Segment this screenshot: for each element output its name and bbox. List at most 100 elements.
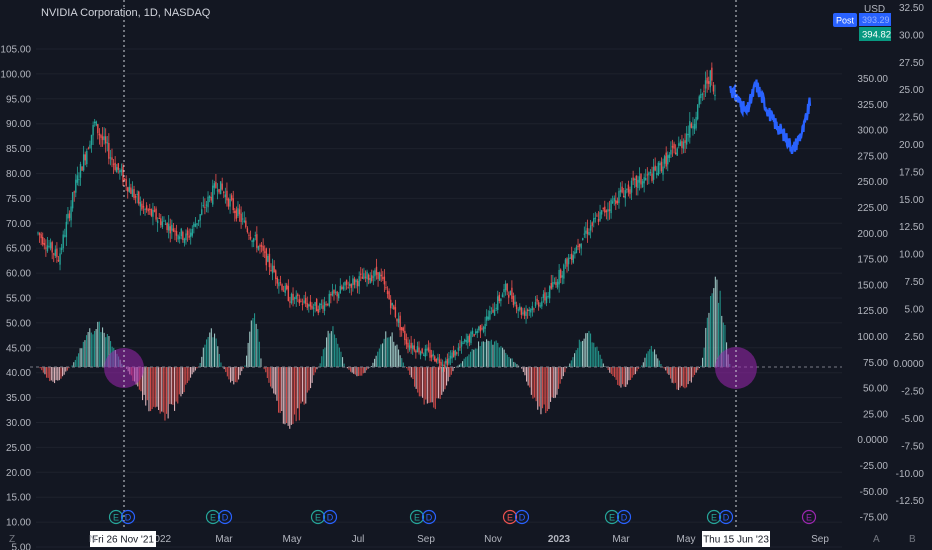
earnings-icon[interactable] — [604, 509, 620, 525]
candle-body — [690, 123, 693, 128]
candle-body — [437, 357, 439, 361]
candle-body — [561, 275, 563, 278]
candle-body — [594, 217, 597, 219]
histogram-bar — [327, 330, 329, 367]
corner-button-b[interactable]: B — [909, 534, 916, 545]
dividend-icon[interactable] — [718, 509, 734, 525]
candle-body — [641, 181, 644, 188]
candle-body — [501, 294, 504, 298]
time-axis[interactable]: 2022 Mar May Jul Sep Nov 2023 Mar May Sep — [149, 534, 829, 545]
histogram-bar — [90, 332, 92, 367]
histogram-bar — [239, 367, 241, 376]
event-marker[interactable]: E — [801, 509, 817, 525]
dividend-icon[interactable] — [120, 509, 136, 525]
histogram-bar — [414, 367, 416, 387]
candle-body — [62, 234, 64, 249]
candle-body — [194, 223, 197, 227]
histogram-bar — [537, 367, 539, 410]
histogram-bar — [250, 320, 252, 367]
earnings-icon[interactable] — [108, 509, 124, 525]
right-oscillator-axis[interactable]: 32.50 30.00 27.50 25.00 22.50 20.00 17.50 15.00… — [893, 3, 924, 507]
candle-body — [421, 348, 423, 353]
candle-body — [188, 235, 190, 238]
histogram-bar — [670, 367, 672, 379]
histogram-bar — [570, 360, 572, 367]
histogram-bar — [502, 347, 504, 367]
earnings-icon[interactable] — [310, 509, 326, 525]
earnings-label: E — [507, 513, 513, 523]
candle-body — [100, 135, 102, 138]
right-price-tick: 175.00 — [857, 255, 888, 266]
histogram-bar — [218, 353, 220, 367]
histogram-bar — [242, 367, 244, 369]
right-price-axis[interactable]: 350.00 325.00 300.00 275.00 250.00 225.00 200.… — [857, 74, 888, 524]
histogram-bar — [620, 367, 622, 388]
candle-body — [537, 302, 540, 307]
candle-body — [586, 228, 589, 235]
histogram-bar — [263, 367, 265, 370]
histogram-bar — [716, 279, 718, 367]
dividend-icon[interactable] — [616, 509, 632, 525]
histogram-bar — [556, 367, 558, 395]
corner-button-z[interactable]: Z — [9, 534, 15, 545]
histogram-bar — [684, 367, 686, 389]
dividend-icon[interactable] — [217, 509, 233, 525]
earnings-icon[interactable] — [205, 509, 221, 525]
candle-body — [199, 214, 201, 221]
histogram-bar — [418, 367, 420, 397]
candle-body — [75, 179, 77, 193]
histogram-bar — [543, 367, 545, 405]
candle-body — [275, 270, 277, 280]
candle-body — [533, 308, 535, 310]
histogram-bar — [321, 356, 323, 367]
left-axis-tick: 60.00 — [6, 269, 31, 280]
histogram-bar — [562, 367, 564, 377]
corner-button-a[interactable]: A — [873, 534, 880, 545]
earnings-icon[interactable] — [801, 509, 817, 525]
candle-body — [103, 136, 105, 141]
histogram-bar — [586, 333, 588, 367]
histogram-bar — [326, 337, 328, 367]
earnings-icon[interactable] — [706, 509, 722, 525]
histogram-bar — [47, 367, 49, 378]
left-price-axis[interactable]: 105.00 100.00 95.00 90.00 85.00 80.00 75.00 70.… — [0, 45, 31, 550]
dividend-icon[interactable] — [514, 509, 530, 525]
candle-body — [459, 346, 461, 348]
candle-body — [619, 189, 622, 193]
dividend-icon[interactable] — [421, 509, 437, 525]
dividend-icon[interactable] — [322, 509, 338, 525]
candle-body — [399, 315, 401, 331]
histogram-bar — [57, 367, 59, 381]
histogram-bar — [278, 367, 280, 413]
candle-body — [122, 166, 124, 182]
left-axis-tick: 20.00 — [6, 468, 31, 479]
candle-body — [522, 312, 524, 314]
histogram-bar — [511, 358, 513, 367]
histogram-bar — [666, 367, 668, 374]
candle-body — [120, 169, 123, 172]
right-osc-tick: 22.50 — [899, 113, 924, 124]
histogram-bar — [561, 367, 563, 380]
symbol-title[interactable]: NVIDIA Corporation, 1D, NASDAQ — [41, 7, 211, 19]
candle-body — [240, 213, 242, 222]
candle-body — [487, 316, 489, 320]
earnings-icon[interactable] — [502, 509, 518, 525]
post-badge[interactable] — [833, 13, 857, 27]
histogram-bar — [310, 367, 312, 389]
candle-body — [93, 121, 96, 124]
candle-body — [454, 349, 456, 356]
earnings-icon[interactable] — [409, 509, 425, 525]
histogram-bar — [718, 302, 720, 367]
histogram-bar — [393, 341, 395, 367]
histogram-bar — [430, 367, 432, 403]
histogram-bar — [697, 367, 699, 371]
